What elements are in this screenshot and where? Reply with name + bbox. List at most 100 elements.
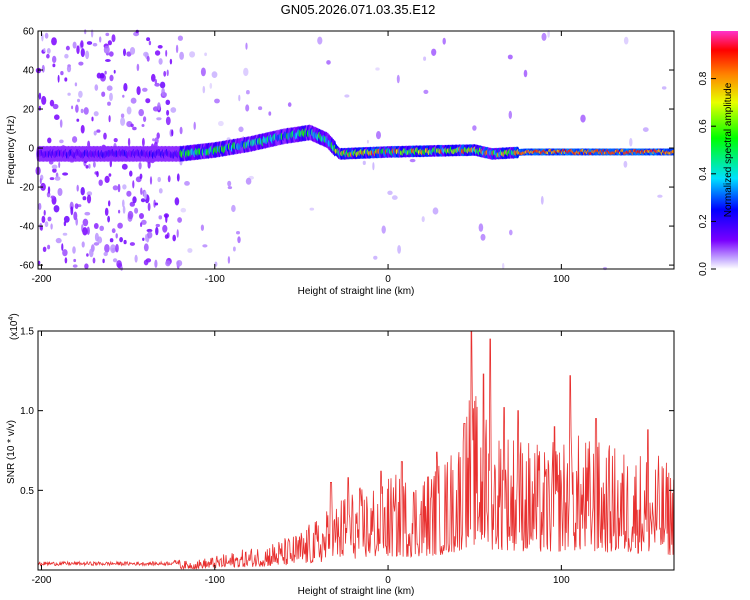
snr-scale-label: (x104) [8, 313, 20, 340]
noise-blob [52, 55, 57, 64]
noise-blob [165, 99, 171, 106]
noise-blob [86, 191, 93, 197]
noise-blob [238, 126, 244, 133]
noise-blob [44, 221, 49, 228]
noise-blob [75, 104, 79, 113]
noise-blob [85, 165, 89, 169]
noise-blob [218, 120, 224, 127]
noise-blob [509, 229, 513, 236]
noise-blob [104, 70, 107, 75]
noise-blob [233, 246, 236, 252]
noise-blob [104, 207, 109, 216]
noise-blob [82, 218, 89, 227]
noise-blob [167, 175, 171, 183]
noise-blob [85, 50, 90, 60]
noise-blob [141, 219, 147, 225]
noise-blob [108, 115, 111, 123]
noise-blob [366, 139, 369, 144]
noise-blob [146, 228, 153, 233]
y-tick-label: 40 [23, 66, 35, 77]
noise-blob [113, 138, 118, 143]
noise-blob [115, 233, 118, 239]
noise-blob [156, 132, 160, 139]
noise-blob [209, 82, 213, 89]
noise-blob [120, 113, 125, 118]
x-tick-label: 100 [553, 575, 570, 586]
noise-blob [74, 82, 78, 87]
noise-blob [134, 207, 139, 214]
noise-blob [76, 118, 80, 122]
noise-blob [93, 161, 96, 168]
noise-blob [47, 137, 52, 144]
noise-blob [431, 48, 437, 56]
noise-blob [214, 98, 220, 104]
spectrogram-x-ticks: -200 -100 0 100 [31, 31, 570, 285]
noise-blob [147, 202, 151, 212]
noise-blob [118, 209, 121, 214]
noise-blob [84, 29, 87, 35]
noise-blob [62, 172, 69, 176]
noise-blob [202, 244, 208, 248]
noise-blob [661, 86, 667, 90]
noise-blob [375, 67, 380, 71]
noise-blob [112, 185, 119, 191]
snr-panel: -200 -100 0 100 0.5 1.0 1.5 Height of straigh… [6, 313, 675, 597]
noise-blob [155, 223, 160, 228]
noise-blob [151, 73, 156, 82]
noise-blob [38, 92, 42, 100]
noise-blob [109, 238, 114, 243]
noise-blob [96, 171, 99, 178]
noise-blob [268, 111, 272, 116]
spectrogram-y-label: Frequency (Hz) [6, 116, 17, 185]
noise-blob [478, 223, 484, 232]
noise-blob [129, 47, 136, 55]
noise-blob [104, 175, 110, 183]
noise-blob [86, 41, 93, 45]
noise-blob [92, 42, 98, 47]
noise-blob [243, 67, 249, 77]
noise-blob [93, 130, 97, 136]
x-tick-label: -100 [205, 274, 225, 285]
noise-blob [165, 214, 168, 223]
noise-blob [109, 74, 114, 82]
noise-blob [78, 90, 83, 98]
snr-y-ticks: 0.5 1.0 1.5 [20, 327, 674, 497]
noise-blob [154, 79, 157, 84]
noise-blob [60, 71, 64, 76]
noise-blob [121, 163, 128, 170]
noise-blob [171, 129, 174, 137]
y-tick-label: 60 [23, 27, 35, 38]
noise-blob [84, 211, 91, 216]
noise-blob [76, 184, 79, 192]
noise-blob [52, 168, 57, 173]
noise-blob [472, 125, 477, 131]
noise-blob [258, 106, 263, 111]
noise-blob [40, 225, 43, 231]
noise-blob [164, 234, 169, 239]
colorbar-ticks: 0.0 0.2 0.4 0.6 0.8 [698, 71, 716, 276]
noise-blob [111, 34, 116, 43]
noise-blob [93, 223, 99, 229]
noise-blob [126, 190, 132, 197]
noise-blob [144, 234, 148, 242]
noise-blob [391, 195, 398, 200]
noise-blob [143, 243, 149, 252]
noise-blob [204, 52, 208, 57]
noise-blob [63, 221, 67, 227]
noise-blob [130, 123, 134, 128]
noise-blob [158, 58, 163, 65]
noise-blob [184, 181, 190, 186]
colorbar-tick-label: 0.0 [698, 262, 709, 276]
noise-blob [142, 87, 148, 92]
noise-blob [123, 48, 126, 57]
noise-blob [80, 40, 84, 48]
noise-blob [66, 64, 72, 73]
noise-blob [165, 49, 168, 57]
noise-blob [102, 258, 105, 264]
noise-blob [107, 101, 111, 106]
noise-blob [47, 186, 51, 194]
noise-blob [50, 223, 53, 230]
noise-blob [61, 243, 64, 251]
noise-blob [176, 260, 183, 267]
noise-blob [108, 51, 114, 57]
